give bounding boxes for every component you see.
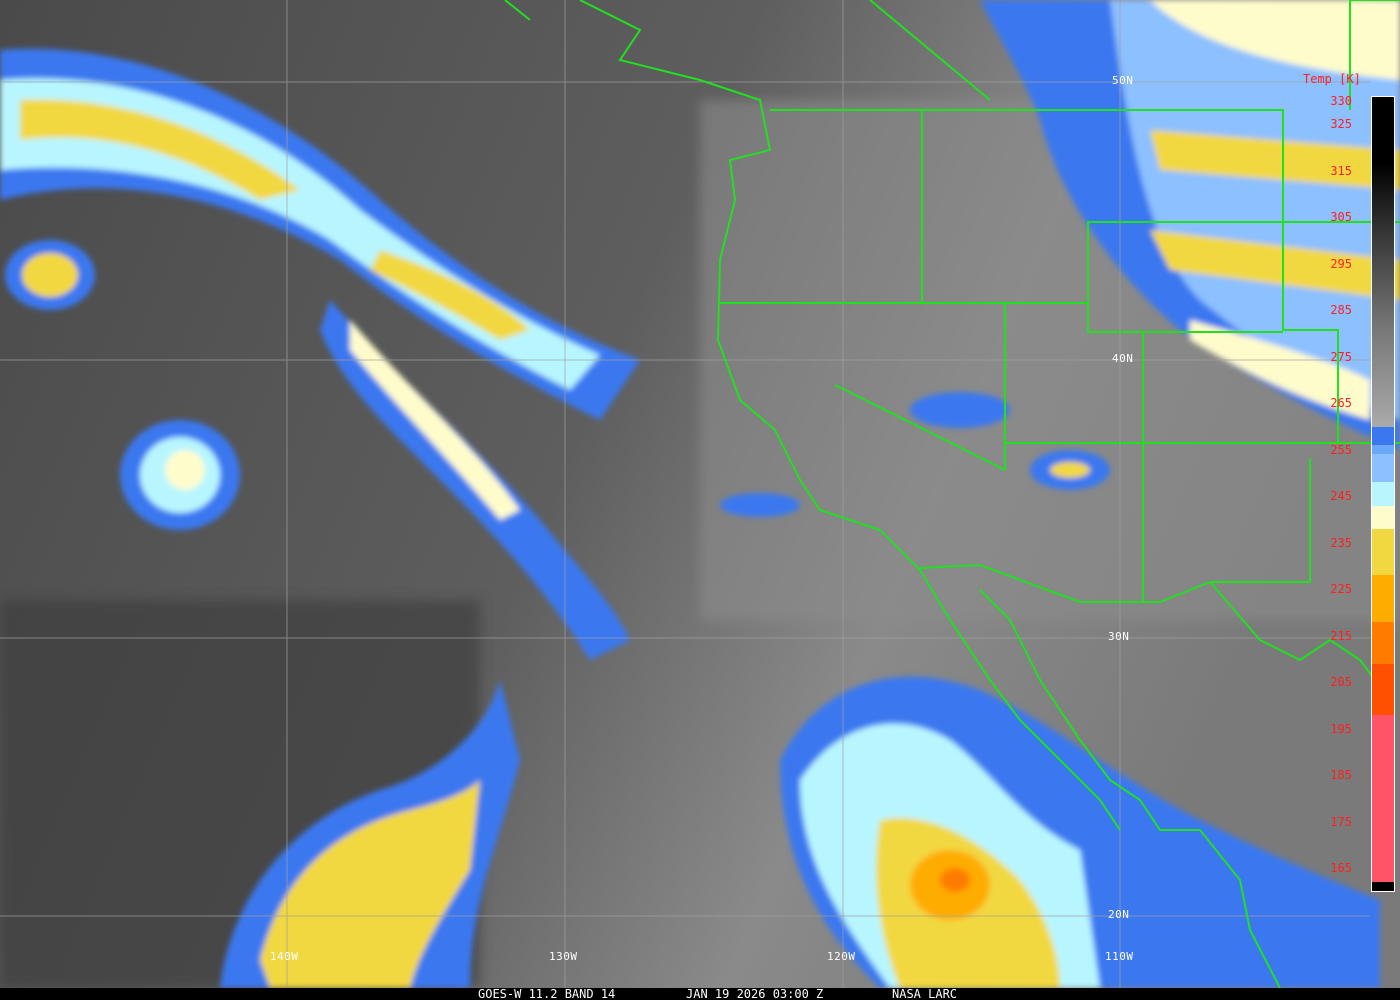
colorbar-segment <box>1372 426 1394 446</box>
colorbar-segment <box>1372 505 1394 529</box>
lon-label: 120W <box>827 950 856 963</box>
satellite-band: GOES-W 11.2 BAND 14 <box>478 987 616 1000</box>
colorbar-tick-label: 215 <box>1330 628 1352 643</box>
colorbar-segment <box>1372 454 1394 483</box>
colorbar-tick-label: 275 <box>1330 349 1352 364</box>
lat-label: 50N <box>1112 74 1134 87</box>
colorbar-tick-label: 175 <box>1330 814 1352 829</box>
colorbar-title: Temp [K] <box>1303 72 1361 86</box>
lon-label: 140W <box>270 950 299 963</box>
data-source: NASA LARC <box>892 987 958 1000</box>
political-borders <box>504 0 1400 988</box>
colorbar-segment <box>1372 482 1394 506</box>
colorbar-segment <box>1372 882 1394 892</box>
lon-label: 110W <box>1105 950 1134 963</box>
colorbar-tick-label: 315 <box>1330 163 1352 178</box>
datetime: JAN 19 2026 03:00 Z <box>686 987 824 1000</box>
lat-label: 20N <box>1108 908 1130 921</box>
lon-label: 130W <box>549 950 578 963</box>
colorbar <box>1371 96 1395 892</box>
colorbar-segment <box>1372 575 1394 622</box>
colorbar-tick-label: 285 <box>1330 303 1352 318</box>
colorbar-segment <box>1372 621 1394 664</box>
colorbar-tick-label: 225 <box>1330 582 1352 597</box>
colorbar-tick-label: 330 <box>1330 94 1352 108</box>
colorbar-tick-label: 305 <box>1330 210 1352 225</box>
colorbar-tick-label: 185 <box>1330 768 1352 783</box>
graticule <box>0 0 1370 988</box>
colorbar-segment <box>1372 445 1394 455</box>
colorbar-tick-label: 295 <box>1330 256 1352 271</box>
colorbar-segment <box>1372 528 1394 576</box>
footer-caption: GOES-W 11.2 BAND 14 JAN 19 2026 03:00 Z … <box>0 988 1400 1000</box>
colorbar-tick-label: 205 <box>1330 675 1352 690</box>
colorbar-tick-label: 325 <box>1330 117 1352 132</box>
colorbar-segment <box>1372 97 1394 427</box>
colorbar-tick-label: 235 <box>1330 535 1352 550</box>
lat-label: 40N <box>1112 352 1134 365</box>
colorbar-segment <box>1372 714 1394 883</box>
colorbar-tick-label: 195 <box>1330 721 1352 736</box>
colorbar-segment <box>1372 663 1394 715</box>
colorbar-tick-label: 165 <box>1330 861 1352 876</box>
colorbar-tick-label: 265 <box>1330 396 1352 411</box>
lat-label: 30N <box>1108 630 1130 643</box>
colorbar-tick-label: 245 <box>1330 489 1352 504</box>
colorbar-tick-label: 255 <box>1330 442 1352 457</box>
